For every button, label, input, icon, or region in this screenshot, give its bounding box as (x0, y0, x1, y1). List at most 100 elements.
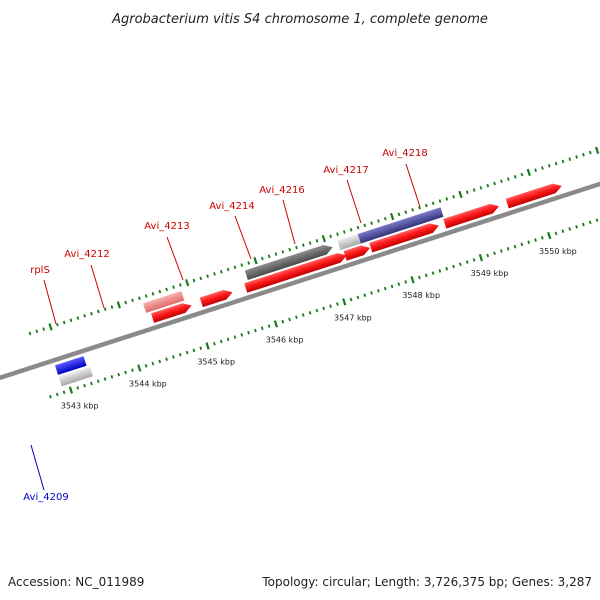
upper-minor-tick (62, 320, 66, 325)
gene-label-avi-4213[interactable]: Avi_4213 (144, 221, 189, 232)
lower-minor-tick (240, 333, 244, 337)
lower-minor-tick (233, 335, 237, 339)
upper-minor-tick (520, 172, 524, 177)
lower-minor-tick (356, 295, 360, 300)
gene-arrow[interactable] (151, 301, 193, 323)
lower-minor-tick (288, 317, 291, 322)
upper-major-tick (594, 146, 600, 155)
upper-minor-tick (295, 245, 298, 250)
gene-avi-4216-arrow[interactable] (369, 221, 440, 253)
lower-minor-tick (151, 361, 155, 366)
upper-minor-tick (151, 291, 155, 296)
upper-minor-tick (479, 186, 483, 190)
genome-summary-text: Topology: circular; Length: 3,726,375 bp… (261, 575, 592, 589)
lower-minor-tick (192, 348, 196, 353)
leader-line-avi-4217 (346, 179, 362, 224)
upper-minor-tick (233, 265, 237, 270)
lower-minor-tick (267, 324, 271, 328)
gene-callouts: rplS Avi_4212 Avi_4213 Avi_4214 Avi_4216 Avi_… (23, 148, 427, 503)
lower-minor-tick (445, 266, 449, 271)
upper-minor-tick (110, 305, 114, 309)
upper-minor-tick (131, 298, 134, 303)
leader-line-rpls (43, 279, 57, 325)
lower-minor-tick (295, 315, 298, 320)
lower-minor-tick (254, 328, 257, 333)
gene-avi-4213-arrow[interactable] (244, 251, 348, 293)
upper-tick-track (28, 146, 600, 336)
gene-avi-4216-purple[interactable] (357, 207, 444, 244)
gene-avi-4218-arrow[interactable] (505, 181, 564, 209)
map-title: Agrobacterium vitis S4 chromosome 1, com… (111, 12, 488, 27)
upper-minor-tick (274, 252, 278, 256)
lower-minor-tick (527, 240, 531, 245)
gene-avi-4214-arrow[interactable] (343, 243, 372, 261)
lower-minor-tick (568, 227, 572, 231)
upper-minor-tick (493, 181, 496, 186)
lower-minor-tick (49, 394, 52, 399)
upper-minor-tick (506, 177, 510, 181)
lower-minor-tick (390, 284, 394, 289)
gene-avi-4212-arrow[interactable] (199, 288, 234, 308)
lower-minor-tick (438, 269, 442, 273)
upper-minor-tick (404, 210, 408, 214)
lower-minor-tick (370, 291, 373, 295)
upper-major-tick (321, 234, 326, 243)
upper-minor-tick (260, 256, 264, 261)
lower-minor-tick (260, 326, 264, 331)
upper-minor-tick (267, 254, 271, 259)
lower-minor-tick (588, 220, 592, 225)
lower-minor-tick (582, 222, 585, 227)
upper-minor-tick (383, 216, 387, 221)
lower-minor-tick (397, 282, 401, 286)
gene-avi-4213-grey[interactable] (244, 243, 334, 280)
lower-major-tick (205, 342, 210, 350)
upper-minor-tick (69, 318, 73, 323)
upper-minor-tick (83, 314, 87, 318)
lower-minor-tick (349, 297, 353, 302)
gene-label-avi-4212[interactable]: Avi_4212 (64, 249, 109, 260)
lower-major-tick (273, 320, 279, 328)
lower-major-tick (547, 231, 552, 240)
upper-minor-tick (513, 175, 517, 179)
gene-light-grey-feature[interactable] (337, 233, 361, 251)
lower-minor-tick (493, 251, 496, 256)
upper-major-tick (253, 257, 258, 265)
gene-label-avi-4218[interactable]: Avi_4218 (382, 148, 427, 159)
upper-minor-tick (144, 294, 148, 298)
gene-label-avi-4209[interactable]: Avi_4209 (23, 492, 68, 503)
upper-major-tick (116, 301, 121, 309)
upper-minor-tick (342, 230, 346, 234)
upper-minor-tick (370, 221, 373, 225)
upper-minor-tick (90, 311, 93, 316)
lower-minor-tick (55, 392, 59, 397)
upper-minor-tick (349, 227, 353, 232)
gene-label-avi-4217[interactable]: Avi_4217 (323, 165, 368, 176)
lower-minor-tick (301, 313, 305, 317)
upper-minor-tick (377, 219, 380, 223)
gene-label-avi-4216[interactable]: Avi_4216 (259, 185, 304, 196)
upper-minor-tick (56, 322, 59, 327)
scale-label-3544: 3544 kbp (129, 380, 167, 389)
gene-blue-feature[interactable] (54, 356, 87, 375)
upper-minor-tick (561, 159, 565, 164)
leader-line-avi-4209 (30, 444, 45, 491)
upper-major-tick (185, 279, 190, 287)
upper-minor-tick (172, 285, 175, 289)
lower-minor-tick (554, 231, 558, 236)
scale-label-3543: 3543 kbp (61, 402, 99, 411)
upper-minor-tick (42, 327, 46, 331)
lower-minor-tick (452, 264, 455, 269)
leader-line-avi-4218 (405, 163, 421, 208)
lower-minor-tick (62, 390, 66, 395)
gene-rpls-rna[interactable] (143, 290, 185, 313)
scale-label-3547: 3547 kbp (334, 313, 372, 322)
gene-label-avi-4214[interactable]: Avi_4214 (209, 201, 254, 212)
lower-minor-tick (90, 381, 93, 386)
upper-minor-tick (308, 241, 312, 245)
lower-minor-tick (595, 218, 599, 222)
gene-avi-4209-grey[interactable] (58, 366, 93, 387)
gene-label-rpls[interactable]: rplS (30, 265, 50, 276)
gene-avi-4217-arrow[interactable] (443, 201, 500, 229)
upper-major-tick (458, 190, 463, 199)
